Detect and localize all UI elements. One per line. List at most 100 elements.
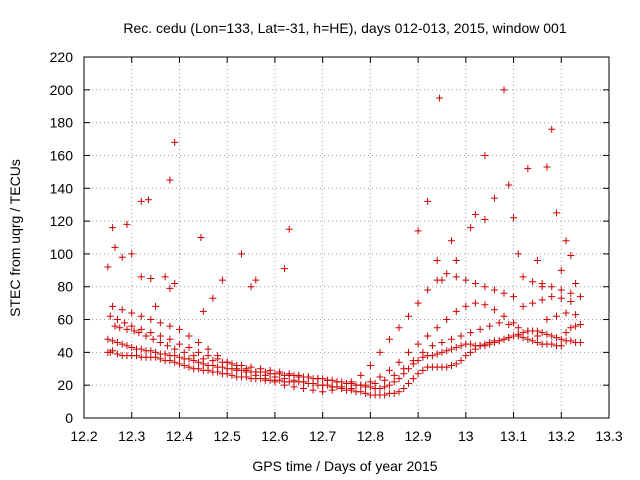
data-point: [490, 339, 498, 347]
data-point: [533, 339, 541, 347]
data-point: [457, 357, 465, 365]
data-point: [109, 347, 117, 355]
data-point: [428, 352, 436, 360]
data-point: [156, 319, 164, 327]
data-point: [121, 319, 129, 327]
y-tick-label: 140: [50, 180, 74, 196]
y-tick-label: 60: [57, 312, 73, 328]
data-point: [323, 376, 331, 384]
data-point: [572, 311, 580, 319]
data-point: [290, 383, 298, 391]
data-point: [562, 329, 570, 337]
data-point: [433, 350, 441, 358]
data-point: [543, 163, 551, 171]
x-tick-label: 12.8: [357, 428, 384, 444]
data-point: [519, 302, 527, 310]
data-point: [548, 125, 556, 133]
data-point: [524, 327, 532, 335]
data-point: [462, 352, 470, 360]
data-point: [533, 332, 541, 340]
data-point: [309, 386, 317, 394]
data-point: [467, 224, 475, 232]
data-point: [548, 293, 556, 301]
data-point: [280, 375, 288, 383]
y-tick-label: 200: [50, 82, 74, 98]
data-point: [390, 389, 398, 397]
data-point: [111, 322, 119, 330]
data-point: [347, 384, 355, 392]
data-point: [199, 355, 207, 363]
data-point: [562, 237, 570, 245]
data-point: [452, 360, 460, 368]
data-point: [357, 371, 365, 379]
data-point: [185, 355, 193, 363]
data-point: [443, 347, 451, 355]
data-point: [576, 293, 584, 301]
data-point: [111, 243, 119, 251]
data-point: [553, 209, 560, 217]
data-point: [395, 358, 403, 366]
data-point: [448, 237, 455, 245]
data-point: [276, 376, 284, 384]
data-point: [576, 339, 584, 347]
data-point: [185, 332, 193, 340]
data-point: [204, 345, 212, 353]
data-point: [137, 312, 145, 320]
data-point: [304, 373, 312, 381]
y-tick-label: 40: [57, 344, 73, 360]
data-point: [567, 297, 575, 305]
data-point: [113, 316, 121, 324]
data-point: [180, 361, 188, 369]
data-point: [171, 352, 179, 360]
data-point: [390, 378, 398, 386]
data-point: [452, 273, 460, 281]
data-point: [290, 376, 298, 384]
chart-title: Rec. cedu (Lon=133, Lat=-31, h=HE), days…: [123, 20, 566, 36]
data-point: [204, 352, 212, 360]
data-point: [538, 283, 546, 291]
x-tick-label: 12.9: [404, 428, 431, 444]
data-point: [152, 348, 160, 356]
data-point: [118, 253, 126, 261]
data-point: [376, 348, 384, 356]
data-point: [175, 325, 183, 333]
data-point: [548, 340, 556, 348]
data-point: [195, 358, 203, 366]
data-point: [390, 371, 398, 379]
data-point: [152, 302, 160, 310]
data-point: [247, 283, 255, 291]
data-point: [514, 332, 522, 340]
data-point: [147, 316, 155, 324]
data-point: [130, 327, 138, 335]
data-point: [133, 352, 140, 360]
data-point: [109, 224, 117, 232]
data-point: [438, 339, 446, 347]
y-tick-label: 80: [57, 279, 73, 295]
data-point: [567, 324, 575, 332]
data-point: [166, 176, 174, 184]
data-point: [414, 227, 422, 235]
data-point: [385, 366, 393, 374]
data-point: [366, 378, 374, 386]
data-point: [400, 384, 408, 392]
data-point: [524, 165, 532, 173]
data-point: [280, 265, 288, 273]
data-point: [357, 388, 365, 396]
data-point: [428, 342, 436, 350]
data-point: [481, 342, 489, 350]
data-point: [405, 312, 413, 320]
data-point: [161, 350, 169, 358]
data-point: [471, 279, 479, 287]
data-point: [257, 365, 265, 373]
data-point: [486, 340, 494, 348]
data-point: [137, 345, 145, 353]
data-point: [543, 316, 551, 324]
y-tick-label: 0: [65, 410, 73, 426]
data-point: [486, 322, 494, 330]
data-point: [295, 371, 303, 379]
y-tick-label: 20: [57, 377, 73, 393]
data-point: [280, 381, 288, 389]
data-point: [362, 389, 370, 397]
x-tick-label: 13: [458, 428, 474, 444]
data-point: [553, 334, 560, 342]
